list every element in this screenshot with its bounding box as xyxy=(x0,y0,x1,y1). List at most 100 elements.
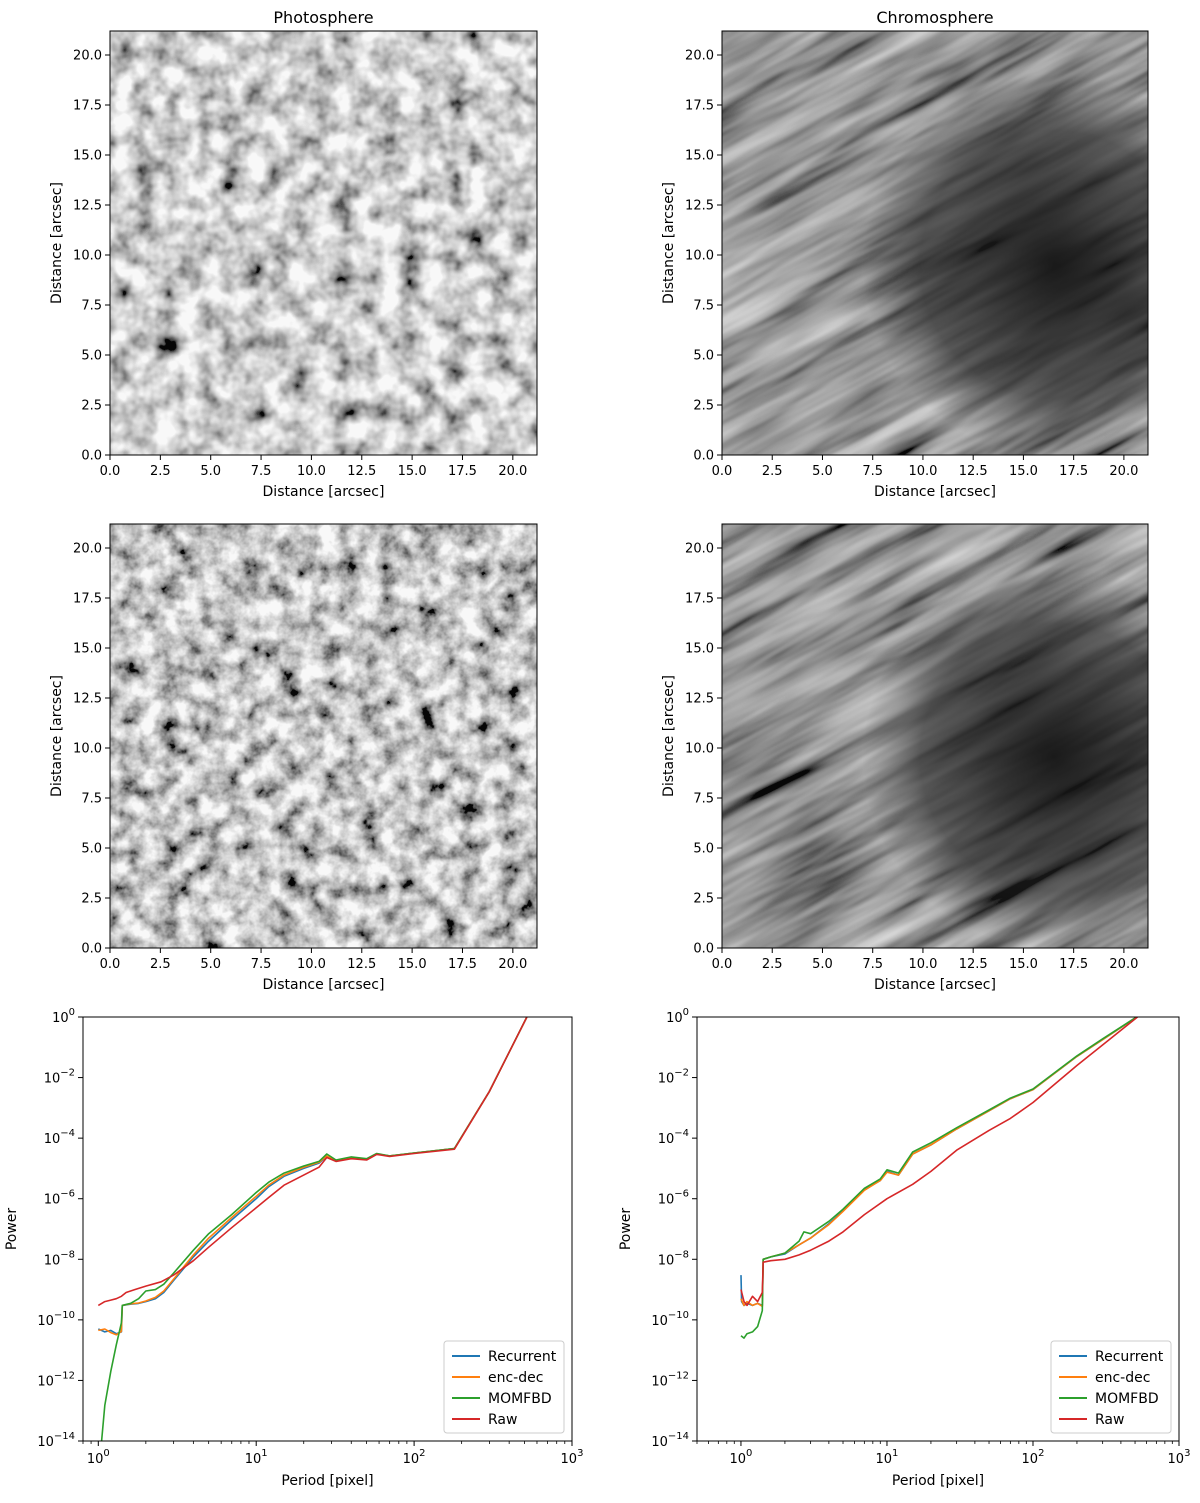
image-top-right xyxy=(722,31,1148,455)
x-axis-label: Distance [arcsec] xyxy=(874,484,996,500)
x-tick-label: 102 xyxy=(403,1448,426,1467)
y-tick-label: 20.0 xyxy=(685,49,714,64)
x-tick-label: 0.0 xyxy=(100,957,121,972)
y-tick-label: 10.0 xyxy=(685,249,714,264)
y-tick-label: 10−14 xyxy=(651,1431,689,1450)
x-tick-label: 17.5 xyxy=(1059,957,1088,972)
y-tick-label: 10−8 xyxy=(44,1249,75,1268)
x-axis-label: Distance [arcsec] xyxy=(874,977,996,993)
x-tick-label: 20.0 xyxy=(1109,957,1138,972)
y-tick-label: 17.5 xyxy=(685,592,714,607)
x-tick-label: 7.5 xyxy=(251,464,272,479)
x-tick-label: 15.0 xyxy=(398,957,427,972)
x-tick-label: 12.5 xyxy=(959,957,988,972)
x-tick-label: 5.0 xyxy=(200,957,221,972)
x-tick-label: 102 xyxy=(1022,1448,1045,1467)
y-tick-label: 2.5 xyxy=(693,892,714,907)
y-tick-label: 20.0 xyxy=(685,542,714,557)
x-tick-label: 0.0 xyxy=(712,957,733,972)
y-tick-label: 7.5 xyxy=(81,299,102,314)
y-axis-label: Distance [arcsec] xyxy=(49,675,65,797)
y-tick-label: 17.5 xyxy=(73,99,102,114)
x-axis-label: Distance [arcsec] xyxy=(263,977,385,993)
x-tick-label: 5.0 xyxy=(812,464,833,479)
legend-label: Raw xyxy=(1095,1412,1124,1428)
image-top-left xyxy=(110,31,537,455)
x-tick-label: 101 xyxy=(876,1448,899,1467)
legend-label: MOMFBD xyxy=(1095,1391,1159,1407)
y-tick-label: 5.0 xyxy=(81,842,102,857)
x-axis-label: Period [pixel] xyxy=(281,1473,373,1489)
series-line-raw xyxy=(740,1017,1139,1307)
legend-label: enc-dec xyxy=(1095,1370,1150,1386)
y-axis-label: Power xyxy=(4,1208,20,1251)
y-tick-label: 10−4 xyxy=(44,1128,75,1147)
x-tick-label: 7.5 xyxy=(251,957,272,972)
x-tick-label: 101 xyxy=(245,1448,268,1467)
x-axis-label: Distance [arcsec] xyxy=(263,484,385,500)
y-tick-label: 10−10 xyxy=(651,1310,689,1329)
panel-bottom-right: 100 101 102 103 10−14 10−12 10−10 10−8 10−6 10−4 1… xyxy=(618,1007,1190,1489)
x-tick-label: 10.0 xyxy=(297,957,326,972)
panel-middle-right: 0.0 2.5 5.0 7.5 10.0 12.5 15.0 17.5 20.0 0.0 2.5 5.… xyxy=(661,523,1149,993)
y-tick-label: 2.5 xyxy=(81,399,102,414)
legend-label: enc-dec xyxy=(488,1370,543,1386)
x-tick-label: 20.0 xyxy=(498,957,527,972)
y-tick-label: 5.0 xyxy=(693,842,714,857)
y-tick-label: 10.0 xyxy=(685,742,714,757)
x-tick-label: 100 xyxy=(87,1448,110,1467)
x-axis-label: Period [pixel] xyxy=(892,1473,984,1489)
y-tick-label: 100 xyxy=(666,1007,689,1026)
y-tick-label: 12.5 xyxy=(685,692,714,707)
x-tick-label: 2.5 xyxy=(762,957,783,972)
y-tick-label: 15.0 xyxy=(685,149,714,164)
y-tick-label: 10.0 xyxy=(73,249,102,264)
axes-frame xyxy=(696,1016,1180,1442)
x-tick-label: 5.0 xyxy=(812,957,833,972)
axes-frame xyxy=(109,523,538,949)
x-tick-label: 0.0 xyxy=(100,464,121,479)
series-line-momfbd xyxy=(100,1017,528,1441)
x-tick-label: 12.5 xyxy=(347,957,376,972)
y-axis-label: Distance [arcsec] xyxy=(661,182,677,304)
y-tick-label: 10−4 xyxy=(658,1128,689,1147)
axes-frame xyxy=(82,1016,573,1442)
panel-top-right: 0.0 2.5 5.0 7.5 10.0 12.5 15.0 17.5 20.0 0.0 2.5 5.… xyxy=(661,8,1149,500)
image-middle-right xyxy=(722,524,1148,948)
y-tick-label: 12.5 xyxy=(73,199,102,214)
x-tick-label: 10.0 xyxy=(908,464,937,479)
y-tick-label: 0.0 xyxy=(693,449,714,464)
panel-top-left: 0.0 2.5 5.0 7.5 10.0 12.5 15.0 17.5 20.0 0.0 2.5 5.… xyxy=(49,8,538,500)
x-tick-label: 17.5 xyxy=(1059,464,1088,479)
y-tick-label: 0.0 xyxy=(81,449,102,464)
x-tick-label: 12.5 xyxy=(347,464,376,479)
legend-label: Raw xyxy=(488,1412,517,1428)
panel-title: Photosphere xyxy=(273,8,373,27)
y-tick-label: 5.0 xyxy=(693,349,714,364)
y-tick-label: 10−2 xyxy=(44,1068,75,1087)
panel-title: Chromosphere xyxy=(876,8,993,27)
y-tick-label: 15.0 xyxy=(73,149,102,164)
image-middle-left xyxy=(110,524,537,948)
y-tick-label: 17.5 xyxy=(73,592,102,607)
axes-frame xyxy=(721,523,1149,949)
y-tick-label: 0.0 xyxy=(81,942,102,957)
x-tick-label: 10.0 xyxy=(908,957,937,972)
y-tick-label: 7.5 xyxy=(693,299,714,314)
y-tick-label: 2.5 xyxy=(693,399,714,414)
y-tick-label: 20.0 xyxy=(73,49,102,64)
y-tick-label: 7.5 xyxy=(693,792,714,807)
x-tick-label: 100 xyxy=(729,1448,752,1467)
series-line-raw xyxy=(97,1017,528,1307)
x-tick-label: 7.5 xyxy=(862,464,883,479)
y-tick-label: 10−12 xyxy=(37,1370,75,1389)
axes-frame xyxy=(109,30,538,456)
axes-frame xyxy=(721,30,1149,456)
y-axis-label: Distance [arcsec] xyxy=(49,182,65,304)
x-tick-label: 17.5 xyxy=(448,957,477,972)
y-tick-label: 5.0 xyxy=(81,349,102,364)
x-tick-label: 103 xyxy=(561,1448,584,1467)
x-tick-label: 20.0 xyxy=(498,464,527,479)
x-tick-label: 2.5 xyxy=(762,464,783,479)
legend-label: MOMFBD xyxy=(488,1391,552,1407)
